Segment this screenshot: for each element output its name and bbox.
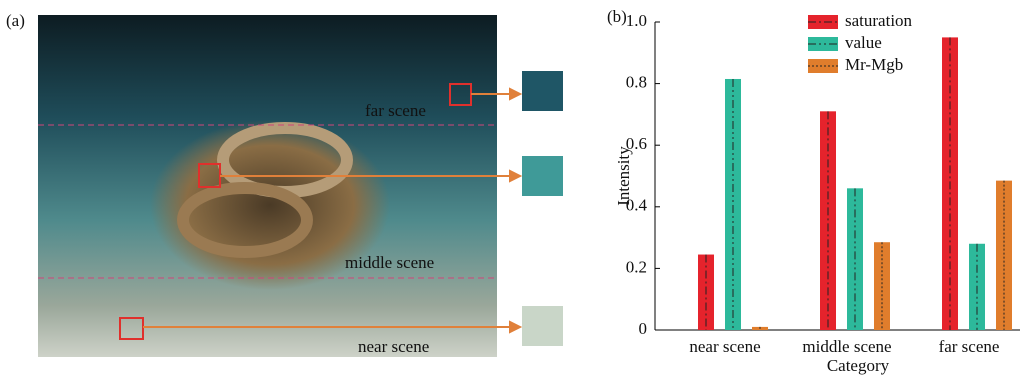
arrowhead — [510, 171, 520, 181]
x-tick-label: near scene — [689, 337, 760, 356]
panel-label: (b) — [607, 7, 627, 26]
arrowhead — [510, 89, 520, 99]
bar — [996, 181, 1012, 330]
x-tick-label: middle scene — [802, 337, 891, 356]
scene-label: near scene — [358, 337, 429, 356]
inset — [522, 71, 563, 111]
arrowhead — [510, 322, 520, 332]
y-tick-label: 1.0 — [626, 11, 647, 30]
y-tick-label: 0 — [639, 319, 648, 338]
photo-panel: (a) far scene middle scene near scene — [6, 11, 563, 357]
x-axis-label: Category — [827, 356, 890, 375]
legend-label: saturation — [845, 11, 913, 30]
panel-label: (a) — [6, 11, 25, 30]
legend-label: value — [845, 33, 882, 52]
y-tick-label: 0.4 — [626, 196, 648, 215]
scene-label: far scene — [365, 101, 426, 120]
scene-label: middle scene — [345, 253, 434, 272]
y-tick-label: 0.2 — [626, 257, 647, 276]
figure: (a) far scene middle scene near scene (b… — [0, 0, 1025, 376]
inset — [522, 156, 563, 196]
y-tick-label: 0.8 — [626, 73, 647, 92]
x-tick-label: far scene — [939, 337, 1000, 356]
y-tick-label: 0.6 — [626, 134, 647, 153]
legend-label: Mr-Mgb — [845, 55, 903, 74]
inset — [522, 306, 563, 346]
